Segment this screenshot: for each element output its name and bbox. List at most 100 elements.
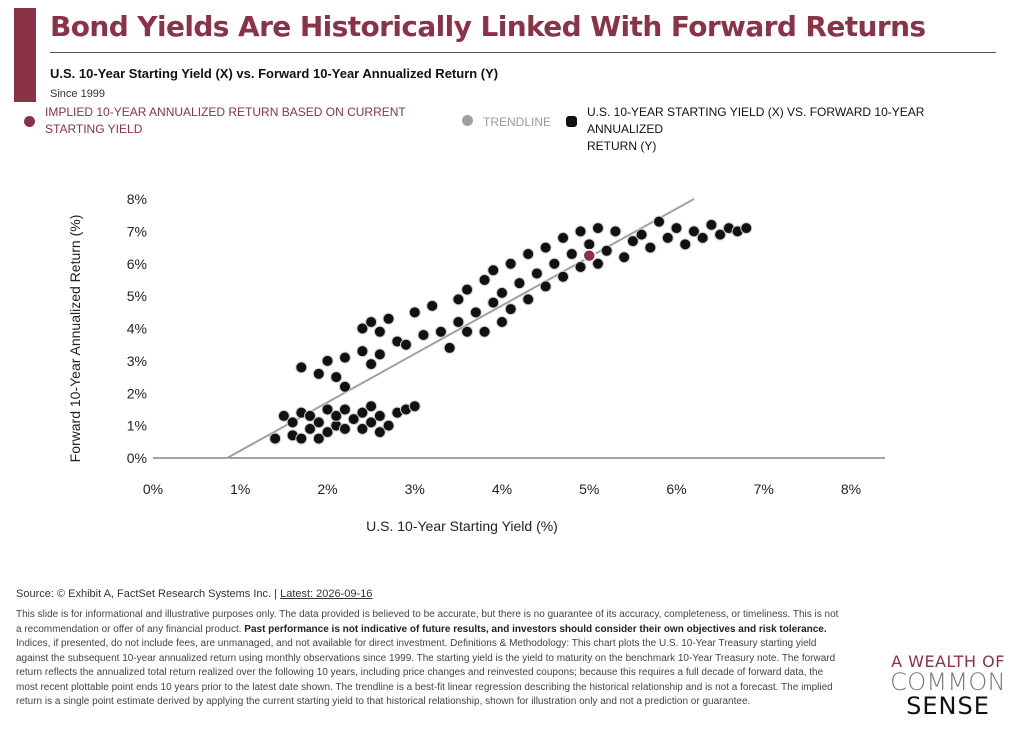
scatter-point (286, 416, 299, 429)
scatter-point (530, 267, 543, 280)
scatter-point (513, 277, 526, 290)
brand-logo: A WEALTH OF COMMON SENSE (888, 652, 1008, 720)
scatter-point (417, 328, 430, 341)
scatter-point (522, 248, 535, 261)
scatter-point (461, 283, 474, 296)
since-note: Since 1999 (50, 88, 106, 100)
scatter-point (408, 400, 421, 413)
implied-return-marker-icon (24, 116, 35, 127)
disclaimer: This slide is for informational and illu… (16, 608, 846, 710)
scatter-point (670, 222, 683, 235)
y-tick-label: 0% (127, 450, 147, 466)
scatter-point (504, 303, 517, 316)
scatter-point (522, 293, 535, 306)
scatter-point (304, 409, 317, 422)
disclaimer-text-2: Indices, if presented, do not include fe… (16, 638, 836, 707)
scatter-point (635, 228, 648, 241)
scatter-point (609, 225, 622, 238)
scatter-point (557, 270, 570, 283)
chart-subtitle: U.S. 10-Year Starting Yield (X) vs. Forw… (50, 66, 499, 81)
scatter-point (295, 361, 308, 374)
y-axis-title: Forward 10-Year Annualized Return (%) (67, 215, 83, 463)
scatter-point (539, 280, 552, 293)
accent-bar (14, 8, 36, 102)
scatter-point (478, 325, 491, 338)
scatter-point (365, 416, 378, 429)
scatter-point (408, 306, 421, 319)
scatter-point (687, 225, 700, 238)
scatter-point (356, 406, 369, 419)
logo-line-3: SENSE (906, 692, 990, 720)
scatter-point (487, 264, 500, 277)
scatter-point (740, 222, 753, 235)
x-tick-label: 3% (405, 481, 425, 497)
title-divider (50, 52, 996, 53)
latest-date-link[interactable]: Latest: 2026-09-16 (280, 588, 373, 600)
legend-label-implied-return: IMPLIED 10-YEAR ANNUALIZED RETURN BASED … (45, 105, 406, 136)
scatter-point (487, 296, 500, 309)
scatter-point (338, 380, 351, 393)
scatter-point (365, 400, 378, 413)
scatter-point (365, 358, 378, 371)
scatter-point (330, 371, 343, 384)
y-tick-label: 8% (127, 191, 147, 207)
scatter-point (600, 244, 613, 257)
scatter-point (295, 432, 308, 445)
scatter-point (496, 286, 508, 299)
scatter-point (373, 426, 386, 439)
scatter-point (321, 426, 334, 439)
scatter-point (548, 257, 561, 270)
x-axis-title: U.S. 10-Year Starting Yield (%) (366, 518, 558, 534)
legend-label-scatter: U.S. 10-YEAR STARTING YIELD (X) VS. FORW… (587, 105, 925, 153)
x-tick-label: 4% (492, 481, 512, 497)
scatter-point (277, 409, 290, 422)
scatter-point (356, 345, 369, 358)
scatter-point (400, 338, 413, 351)
scatter-point (452, 293, 465, 306)
source-note: Source: © Exhibit A, FactSet Research Sy… (16, 588, 372, 600)
x-tick-label: 5% (579, 481, 599, 497)
scatter-point (661, 231, 674, 244)
scatter-point (373, 325, 386, 338)
scatter-point (434, 325, 447, 338)
scatter-point (373, 348, 386, 361)
scatter-point (565, 248, 578, 261)
scatter-point (539, 241, 552, 254)
x-tick-label: 1% (230, 481, 250, 497)
scatter-point (705, 218, 718, 231)
scatter-point (574, 260, 587, 273)
scatter-point (347, 413, 360, 426)
y-tick-label: 7% (127, 223, 147, 239)
scatter-point (382, 419, 395, 432)
logo-line-2: COMMON (890, 668, 1006, 696)
y-tick-label: 6% (127, 256, 147, 272)
legend-item-scatter: U.S. 10-YEAR STARTING YIELD (X) VS. FORW… (566, 104, 986, 155)
scatter-point (321, 354, 334, 367)
disclaimer-bold: Past performance is not indicative of fu… (244, 623, 827, 635)
scatter-point (574, 225, 587, 238)
scatter-point (496, 316, 508, 329)
y-tick-label: 3% (127, 353, 147, 369)
scatter-point (504, 257, 517, 270)
scatter-marker-icon (566, 116, 577, 127)
trendline-marker-icon (462, 115, 473, 126)
scatter-point (373, 409, 386, 422)
scatter-point (312, 432, 325, 445)
legend-item-trendline: TRENDLINE (462, 104, 551, 131)
scatter-point (443, 341, 456, 354)
scatter-point (557, 231, 570, 244)
scatter-chart: 0% 1% 2% 3% 4% 5% 6% 7% 8% 0% 1% 2% 3% 4% 5% 6% 7% 8% U.S.… (67, 191, 885, 534)
scatter-point (478, 273, 491, 286)
scatter-point (382, 312, 395, 325)
y-tick-label: 1% (127, 418, 147, 434)
implied-return-point (582, 248, 596, 263)
scatter-point (356, 322, 369, 335)
scatter-point (469, 306, 482, 319)
scatter-point (583, 238, 596, 251)
scatter-point (321, 403, 334, 416)
scatter-point (356, 422, 369, 435)
page-title: Bond Yields Are Historically Linked With… (50, 10, 926, 43)
logo-line-1: A WEALTH OF (891, 652, 1005, 671)
legend-item-implied-return: IMPLIED 10-YEAR ANNUALIZED RETURN BASED … (24, 104, 424, 138)
scatter-point (269, 432, 282, 445)
